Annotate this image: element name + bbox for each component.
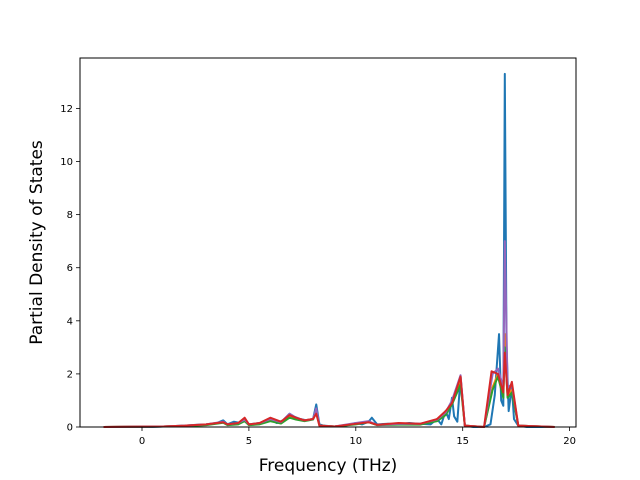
y-tick-label: 0 bbox=[67, 423, 73, 434]
x-tick-label: 10 bbox=[349, 436, 362, 447]
y-tick-label: 4 bbox=[67, 316, 73, 327]
x-axis-ticks: 0 5 10 15 20 bbox=[139, 427, 576, 447]
series-line-5 bbox=[103, 351, 555, 428]
y-tick-label: 12 bbox=[60, 104, 73, 115]
y-tick-label: 8 bbox=[67, 210, 73, 221]
y-tick-label: 2 bbox=[67, 369, 73, 380]
y-axis-ticks: 0 2 4 6 8 10 12 bbox=[60, 104, 80, 434]
x-tick-label: 0 bbox=[139, 436, 145, 447]
y-tick-label: 6 bbox=[67, 263, 73, 274]
y-axis-label: Partial Density of States bbox=[27, 140, 47, 345]
x-tick-label: 5 bbox=[246, 436, 252, 447]
axes-frame bbox=[79, 57, 577, 428]
x-tick-label: 15 bbox=[456, 436, 469, 447]
x-axis-label: Frequency (THz) bbox=[259, 456, 398, 476]
series-layer bbox=[103, 72, 555, 428]
x-tick-label: 20 bbox=[563, 436, 576, 447]
y-tick-label: 10 bbox=[60, 157, 73, 168]
